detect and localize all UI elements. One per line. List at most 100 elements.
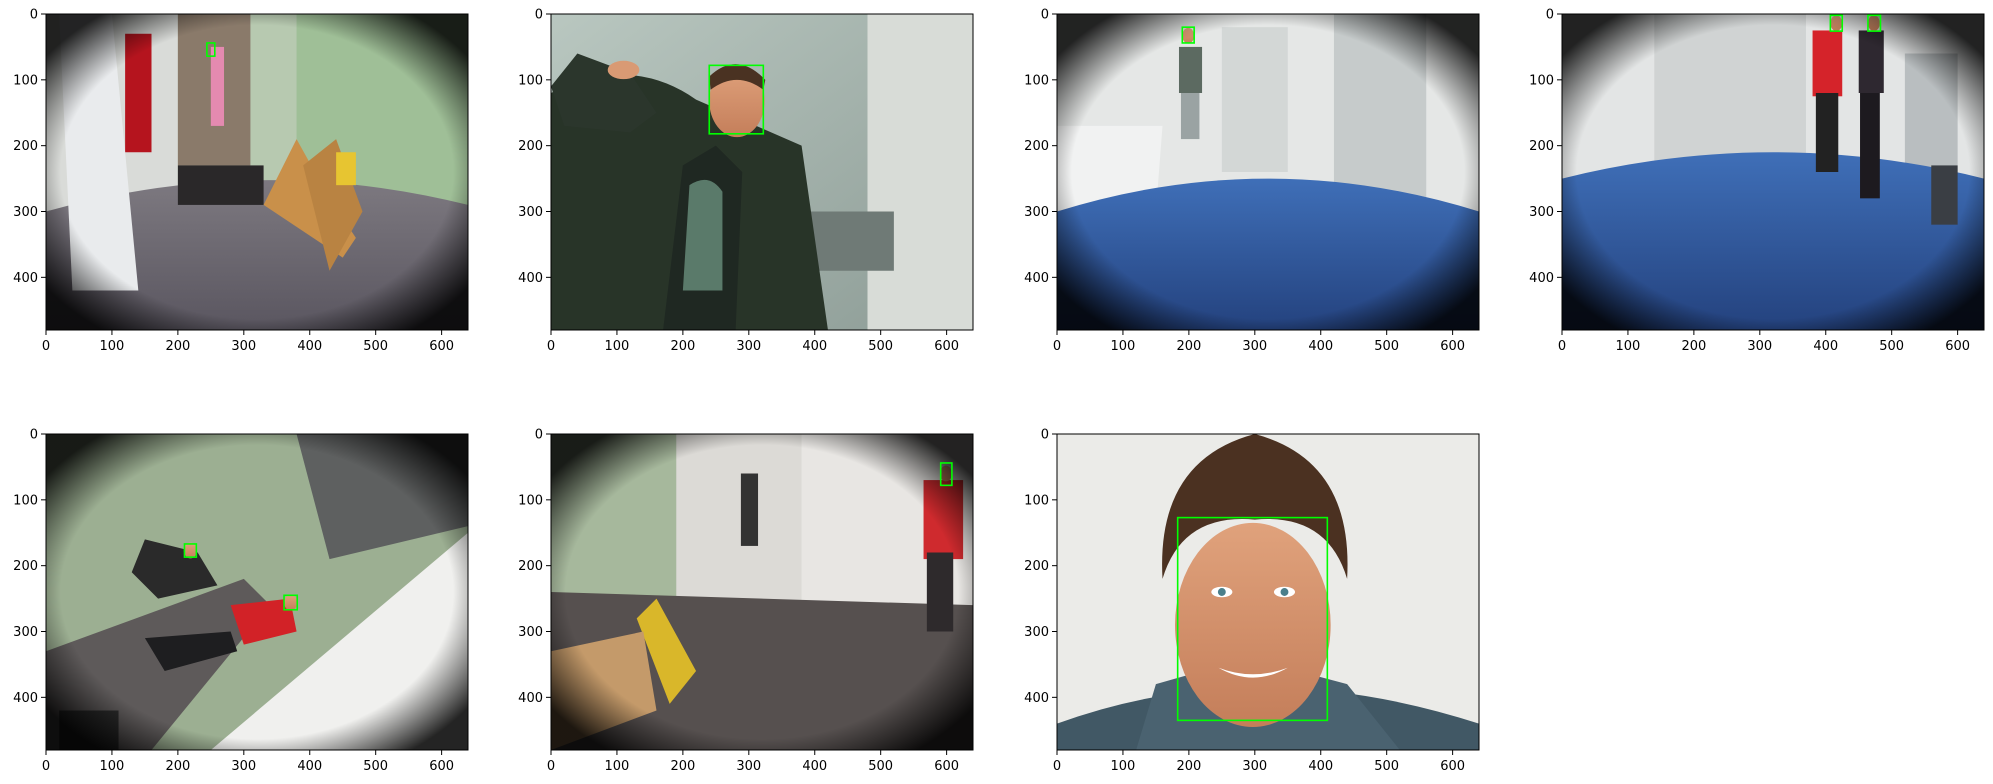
x-tick-label: 400: [1813, 339, 1838, 354]
axes-frame: [1056, 13, 1480, 331]
axes-frame: [1056, 433, 1480, 751]
photo-5: [46, 434, 468, 750]
y-tick-label: 100: [518, 73, 543, 88]
y-tick-label: 300: [13, 625, 38, 640]
x-tick-label: 0: [547, 759, 555, 774]
x-tick-label: 600: [429, 759, 454, 774]
y-tick-label: 200: [518, 139, 543, 154]
x-tick-label: 600: [1440, 759, 1465, 774]
x-tick-label: 300: [1242, 339, 1267, 354]
x-tick-label: 400: [1308, 759, 1333, 774]
y-tick-label: 0: [1041, 428, 1049, 443]
axes-frame: [1561, 13, 1985, 331]
y-tick-label: 400: [1529, 271, 1554, 286]
y-tick-label: 200: [13, 139, 38, 154]
x-tick-label: 100: [100, 339, 125, 354]
x-tick-label: 0: [42, 339, 50, 354]
x-tick-label: 100: [605, 759, 630, 774]
y-tick-label: 200: [1024, 559, 1049, 574]
x-tick-label: 0: [1053, 339, 1061, 354]
x-tick-label: 200: [1681, 339, 1706, 354]
x-tick-label: 400: [1308, 339, 1333, 354]
face-bounding-box: [183, 543, 198, 558]
y-tick-label: 400: [518, 691, 543, 706]
subplot-2: 0 100 200 300 400 500 600 0 100 200 300 400: [518, 8, 974, 354]
axes-frame: [550, 13, 974, 331]
y-tick-label: 100: [1529, 73, 1554, 88]
face-bounding-box: [939, 462, 953, 487]
photo-4: [1562, 14, 1984, 330]
x-tick-label: 300: [231, 759, 256, 774]
subplot-1: 0 100 200 300 400 500 600 0 100 200 300 400: [13, 8, 469, 354]
x-tick-label: 0: [1558, 339, 1566, 354]
y-tick-label: 400: [13, 691, 38, 706]
y-tick-label: 400: [1024, 691, 1049, 706]
face-bounding-box: [1867, 14, 1882, 32]
subplot-6: 0 100 200 300 400 500 600 0 100 200 300 400: [518, 428, 974, 774]
x-tick-label: 300: [1242, 759, 1267, 774]
x-tick-label: 0: [547, 339, 555, 354]
x-tick-label: 200: [670, 339, 695, 354]
y-tick-label: 0: [1041, 8, 1049, 23]
face-bounding-box: [1176, 516, 1329, 722]
x-tick-label: 400: [802, 339, 827, 354]
y-tick-label: 400: [1024, 271, 1049, 286]
x-tick-label: 600: [429, 339, 454, 354]
x-tick-label: 300: [1747, 339, 1772, 354]
face-bounding-box: [1181, 26, 1195, 44]
y-tick-label: 200: [518, 559, 543, 574]
x-tick-label: 0: [42, 759, 50, 774]
x-tick-label: 300: [736, 339, 761, 354]
face-bounding-box: [283, 594, 299, 611]
photo-6: [551, 434, 973, 750]
x-tick-label: 300: [231, 339, 256, 354]
y-tick-label: 300: [518, 205, 543, 220]
x-tick-label: 500: [1374, 339, 1399, 354]
photo-2: [551, 14, 973, 330]
x-tick-label: 500: [868, 759, 893, 774]
x-tick-label: 500: [1879, 339, 1904, 354]
x-tick-label: 200: [1176, 759, 1201, 774]
y-tick-label: 100: [1024, 73, 1049, 88]
x-tick-label: 100: [1111, 339, 1136, 354]
x-tick-label: 500: [363, 759, 388, 774]
axes-frame: [45, 13, 469, 331]
face-bounding-box: [206, 42, 216, 57]
x-tick-label: 100: [1616, 339, 1641, 354]
y-tick-label: 0: [535, 428, 543, 443]
photo-3: [1057, 14, 1479, 330]
photo-1: [46, 14, 468, 330]
x-tick-label: 100: [1111, 759, 1136, 774]
subplot-5: 0 100 200 300 400 500 600 0 100 200 300 400: [13, 428, 469, 774]
x-tick-label: 200: [165, 339, 190, 354]
y-tick-label: 300: [1024, 205, 1049, 220]
y-tick-label: 0: [535, 8, 543, 23]
y-tick-label: 400: [518, 271, 543, 286]
x-tick-label: 400: [297, 339, 322, 354]
x-tick-label: 200: [1176, 339, 1201, 354]
subplot-3: 0 100 200 300 400 500 600 0 100 200 300 400: [1024, 8, 1480, 354]
face-bounding-box: [708, 64, 765, 135]
y-tick-label: 100: [518, 493, 543, 508]
y-tick-label: 100: [13, 493, 38, 508]
x-tick-label: 400: [802, 759, 827, 774]
x-tick-label: 200: [165, 759, 190, 774]
x-tick-label: 600: [1945, 339, 1970, 354]
y-tick-label: 0: [1546, 8, 1554, 23]
y-tick-label: 100: [13, 73, 38, 88]
x-tick-label: 500: [868, 339, 893, 354]
photo-7: [1057, 434, 1479, 750]
x-tick-label: 100: [100, 759, 125, 774]
y-tick-label: 0: [30, 8, 38, 23]
x-tick-label: 600: [1440, 339, 1465, 354]
x-tick-label: 100: [605, 339, 630, 354]
axes-frame: [550, 433, 974, 751]
y-tick-label: 300: [13, 205, 38, 220]
x-tick-label: 500: [363, 339, 388, 354]
y-tick-label: 200: [13, 559, 38, 574]
x-tick-label: 0: [1053, 759, 1061, 774]
subplot-7: 0 100 200 300 400 500 600 0 100 200 300 400: [1024, 428, 1480, 774]
x-tick-label: 600: [934, 759, 959, 774]
x-tick-label: 300: [736, 759, 761, 774]
y-tick-label: 200: [1529, 139, 1554, 154]
